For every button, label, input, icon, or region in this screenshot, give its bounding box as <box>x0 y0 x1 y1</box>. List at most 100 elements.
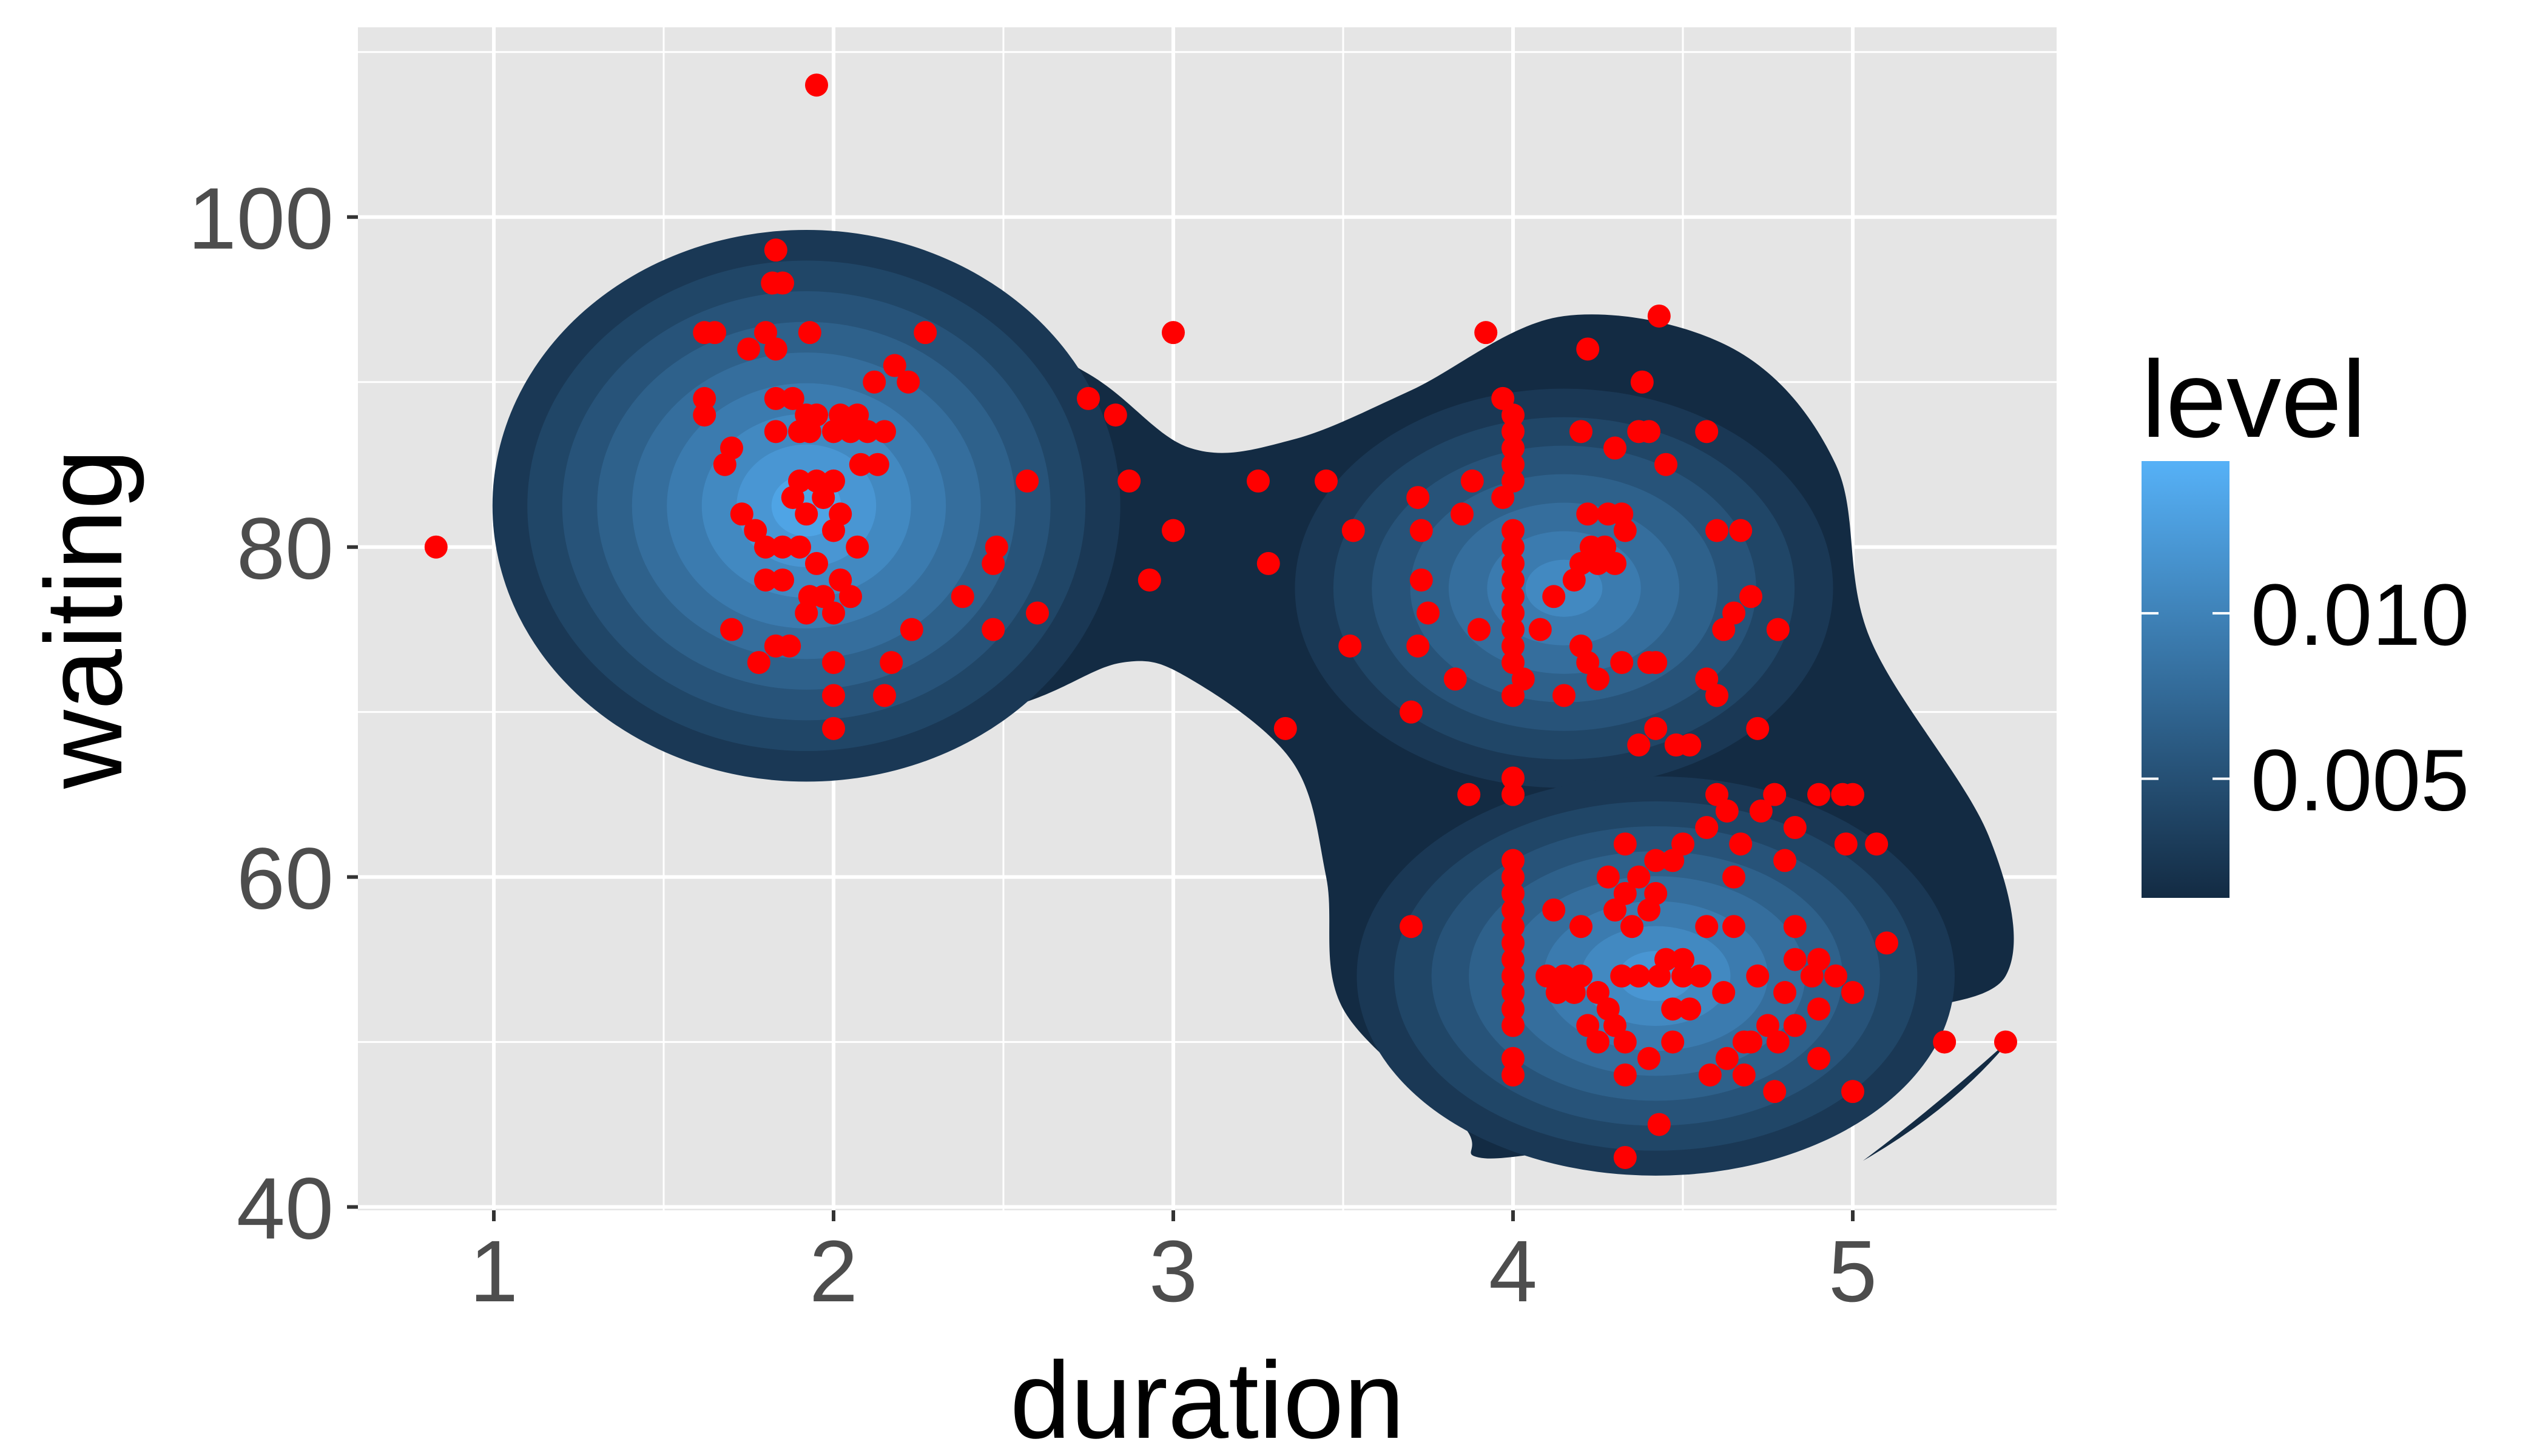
data-point <box>1647 304 1671 328</box>
data-point <box>1807 997 1830 1021</box>
data-point <box>1451 502 1474 526</box>
data-point <box>1824 964 1847 988</box>
density-regions <box>492 229 2014 1176</box>
data-point <box>1610 651 1634 675</box>
data-point <box>703 321 726 345</box>
data-point <box>720 618 743 641</box>
data-point <box>829 568 852 592</box>
data-point <box>1138 568 1161 592</box>
data-point <box>1613 832 1637 856</box>
data-point <box>1502 684 1525 707</box>
data-point <box>1400 915 1423 939</box>
data-point <box>754 568 777 592</box>
data-point <box>781 386 804 410</box>
data-point <box>1644 849 1668 872</box>
data-point <box>1491 486 1515 510</box>
data-point <box>1841 783 1864 806</box>
data-point <box>1603 436 1626 460</box>
data-point <box>1576 502 1600 526</box>
data-point <box>1933 1030 1956 1054</box>
data-point <box>1644 651 1668 675</box>
data-point <box>1647 964 1671 988</box>
data-point <box>1502 1046 1525 1070</box>
data-point <box>822 716 845 740</box>
data-point <box>795 502 818 526</box>
x-tick-label: 4 <box>1489 1222 1537 1320</box>
data-point <box>1502 981 1525 1005</box>
data-point <box>1026 601 1049 625</box>
data-point <box>1841 1080 1864 1104</box>
data-point <box>1695 420 1719 443</box>
data-point <box>693 386 716 410</box>
data-point <box>771 535 794 559</box>
data-point <box>764 420 787 443</box>
legend: level 0.005 0.010 <box>2142 339 2469 898</box>
data-point <box>754 321 777 345</box>
data-point <box>805 551 828 575</box>
data-point <box>1627 865 1651 889</box>
data-point <box>1637 420 1660 443</box>
legend-tick-label: 0.010 <box>2251 566 2469 664</box>
data-point <box>754 535 777 559</box>
data-point <box>1647 1113 1671 1136</box>
data-point <box>1409 568 1433 592</box>
data-point <box>744 519 767 542</box>
data-point <box>1502 585 1525 608</box>
data-point <box>1596 865 1620 889</box>
data-point <box>951 585 974 608</box>
data-point <box>1502 898 1525 922</box>
data-point <box>873 420 896 443</box>
data-point <box>1732 1063 1756 1087</box>
data-point <box>1613 1030 1637 1054</box>
data-point <box>856 420 879 443</box>
data-point <box>1528 618 1552 641</box>
data-point <box>1613 1063 1637 1087</box>
data-point <box>839 420 862 443</box>
data-point <box>1502 453 1525 476</box>
data-point <box>1705 684 1728 707</box>
data-point <box>771 568 794 592</box>
data-point <box>1502 783 1525 806</box>
data-point <box>1511 667 1535 691</box>
data-point <box>1865 832 1889 856</box>
data-point <box>1502 618 1525 641</box>
data-point <box>1695 816 1719 840</box>
data-point <box>713 453 736 476</box>
data-point <box>1627 733 1651 757</box>
data-point <box>1542 898 1566 922</box>
data-point <box>1807 783 1830 806</box>
data-point <box>1732 1030 1756 1054</box>
data-point <box>1552 684 1576 707</box>
data-point <box>866 453 889 476</box>
data-point <box>1502 420 1525 443</box>
data-point <box>1552 964 1576 988</box>
data-point <box>1338 634 1362 658</box>
y-tick-label: 100 <box>188 170 334 268</box>
data-point <box>1637 898 1660 922</box>
data-point <box>1671 948 1694 971</box>
data-point <box>822 651 845 675</box>
data-point <box>1162 519 1185 542</box>
data-point <box>1576 651 1600 675</box>
data-point <box>1502 601 1525 625</box>
data-point <box>1569 964 1592 988</box>
data-point <box>914 321 937 345</box>
y-tick-label: 60 <box>237 830 334 928</box>
data-point <box>764 386 787 410</box>
data-point <box>1749 799 1773 823</box>
data-point <box>822 601 845 625</box>
data-point <box>1688 964 1711 988</box>
data-point <box>1766 1030 1790 1054</box>
data-point <box>1542 585 1566 608</box>
data-point <box>1117 469 1141 493</box>
data-point <box>1491 386 1515 410</box>
data-point <box>982 551 1005 575</box>
data-point <box>1722 915 1745 939</box>
data-point <box>1644 716 1668 740</box>
legend-title: level <box>2142 339 2366 460</box>
x-tick-label: 1 <box>470 1222 518 1320</box>
data-point <box>1783 816 1807 840</box>
data-point <box>982 618 1005 641</box>
data-point <box>873 684 896 707</box>
